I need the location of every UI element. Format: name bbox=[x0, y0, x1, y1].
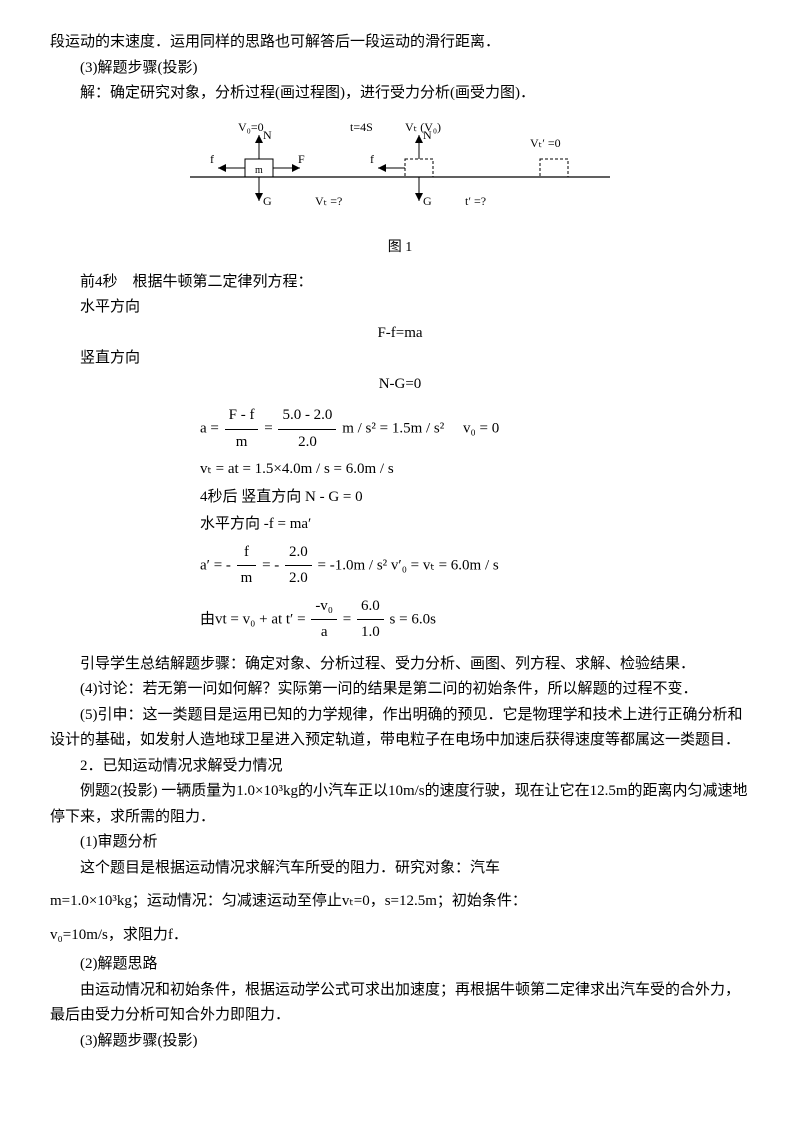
horiz-line: 水平方向 -f = ma′ bbox=[200, 512, 750, 538]
a-unit: m / s² = 1.5m / s² bbox=[342, 421, 444, 437]
label-G-2: G bbox=[423, 194, 432, 208]
after4s-line: 4秒后 竖直方向 N - G = 0 bbox=[200, 485, 750, 511]
mid-p12: (3)解题步骤(投影) bbox=[50, 1029, 750, 1055]
mid-p10: (2)解题思路 bbox=[50, 952, 750, 978]
mid-p8: m=1.0×10³kg；运动情况：匀减速运动至停止vₜ=0，s=12.5m；初始… bbox=[50, 889, 750, 915]
label-vtprime: Vₜ′ =0 bbox=[530, 136, 561, 150]
label-v0: V₀=0 bbox=[238, 120, 264, 134]
label-vtv0: Vₜ (V₀) bbox=[405, 120, 441, 134]
calc-block: a = F - fm = 5.0 - 2.02.0 m / s² = 1.5m … bbox=[200, 403, 750, 646]
before4s-v-eq: N-G=0 bbox=[50, 372, 750, 398]
figure-1-svg: m f F N G V₀=0 Vₜ =? f N G t=4S Vₜ (V₀) … bbox=[180, 117, 620, 227]
ap-f2-den: 2.0 bbox=[285, 566, 312, 592]
label-f-2: f bbox=[370, 152, 374, 166]
label-t4s: t=4S bbox=[350, 120, 373, 134]
mid-p6: (1)审题分析 bbox=[50, 830, 750, 856]
last-f2-num: 6.0 bbox=[357, 594, 384, 621]
intro-line-3: 解：确定研究对象，分析过程(画过程图)，进行受力分析(画受力图)． bbox=[50, 81, 750, 107]
ap-f1-num: f bbox=[237, 540, 257, 567]
before4s-h-eq: F-f=ma bbox=[50, 321, 750, 347]
ap-f1-den: m bbox=[237, 566, 257, 592]
ap-f2-num: 2.0 bbox=[285, 540, 312, 567]
label-N-1: N bbox=[263, 128, 272, 142]
aprime-lhs: a′ = - bbox=[200, 557, 231, 573]
a-f2-num: 5.0 - 2.0 bbox=[278, 403, 336, 430]
figure-1-caption: 图 1 bbox=[50, 236, 750, 260]
a-f2-den: 2.0 bbox=[278, 430, 336, 456]
last-lhs: 由vt = v₀ + at t′ = bbox=[200, 611, 306, 627]
mid-p11: 由运动情况和初始条件，根据运动学公式可求出加速度；再根据牛顿第二定律求出汽车受的… bbox=[50, 978, 750, 1029]
label-m: m bbox=[255, 165, 263, 176]
label-f-1: f bbox=[210, 152, 214, 166]
figure-1: m f F N G V₀=0 Vₜ =? f N G t=4S Vₜ (V₀) … bbox=[50, 117, 750, 260]
mid-p9: v₀=10m/s，求阻力f． bbox=[50, 923, 750, 949]
last-eq: = bbox=[343, 611, 351, 627]
last-f1-den: a bbox=[311, 620, 337, 646]
intro-line-1: 段运动的末速度．运用同样的思路也可解答后一段运动的滑行距离． bbox=[50, 30, 750, 56]
mid-p4: 2．已知运动情况求解受力情况 bbox=[50, 754, 750, 780]
vt-line: vₜ = at = 1.5×4.0m / s = 6.0m / s bbox=[200, 457, 750, 483]
ap-tail: = -1.0m / s² v′₀ = vₜ = 6.0m / s bbox=[318, 557, 499, 573]
ap-eq1: = - bbox=[262, 557, 279, 573]
a-f1-num: F - f bbox=[225, 403, 259, 430]
before4s-title: 前4秒 根据牛顿第二定律列方程： bbox=[50, 270, 750, 296]
v0-tail: v₀ = 0 bbox=[463, 421, 499, 437]
label-tprimeq: t′ =? bbox=[465, 194, 486, 208]
last-f1-num: -v₀ bbox=[311, 594, 337, 621]
before4s-h-label: 水平方向 bbox=[50, 295, 750, 321]
label-F: F bbox=[298, 152, 305, 166]
mid-p5: 例题2(投影) 一辆质量为1.0×10³kg的小汽车正以10m/s的速度行驶，现… bbox=[50, 779, 750, 830]
mid-p7: 这个题目是根据运动情况求解汽车所受的阻力．研究对象：汽车 bbox=[50, 856, 750, 882]
a-lhs: a = bbox=[200, 421, 219, 437]
before4s-v-label: 竖直方向 bbox=[50, 346, 750, 372]
mid-p1: 引导学生总结解题步骤：确定对象、分析过程、受力分析、画图、列方程、求解、检验结果… bbox=[50, 652, 750, 678]
last-tail: s = 6.0s bbox=[390, 611, 436, 627]
intro-line-2: (3)解题步骤(投影) bbox=[50, 56, 750, 82]
a-f1-den: m bbox=[225, 430, 259, 456]
mid-p2: (4)讨论：若无第一问如何解？实际第一问的结果是第二问的初始条件，所以解题的过程… bbox=[50, 677, 750, 703]
last-f2-den: 1.0 bbox=[357, 620, 384, 646]
a-eq1: = bbox=[264, 421, 272, 437]
mid-p3: (5)引申：这一类题目是运用已知的力学规律，作出明确的预见．它是物理学和技术上进… bbox=[50, 703, 750, 754]
label-vtq: Vₜ =? bbox=[315, 194, 342, 208]
label-G-1: G bbox=[263, 194, 272, 208]
